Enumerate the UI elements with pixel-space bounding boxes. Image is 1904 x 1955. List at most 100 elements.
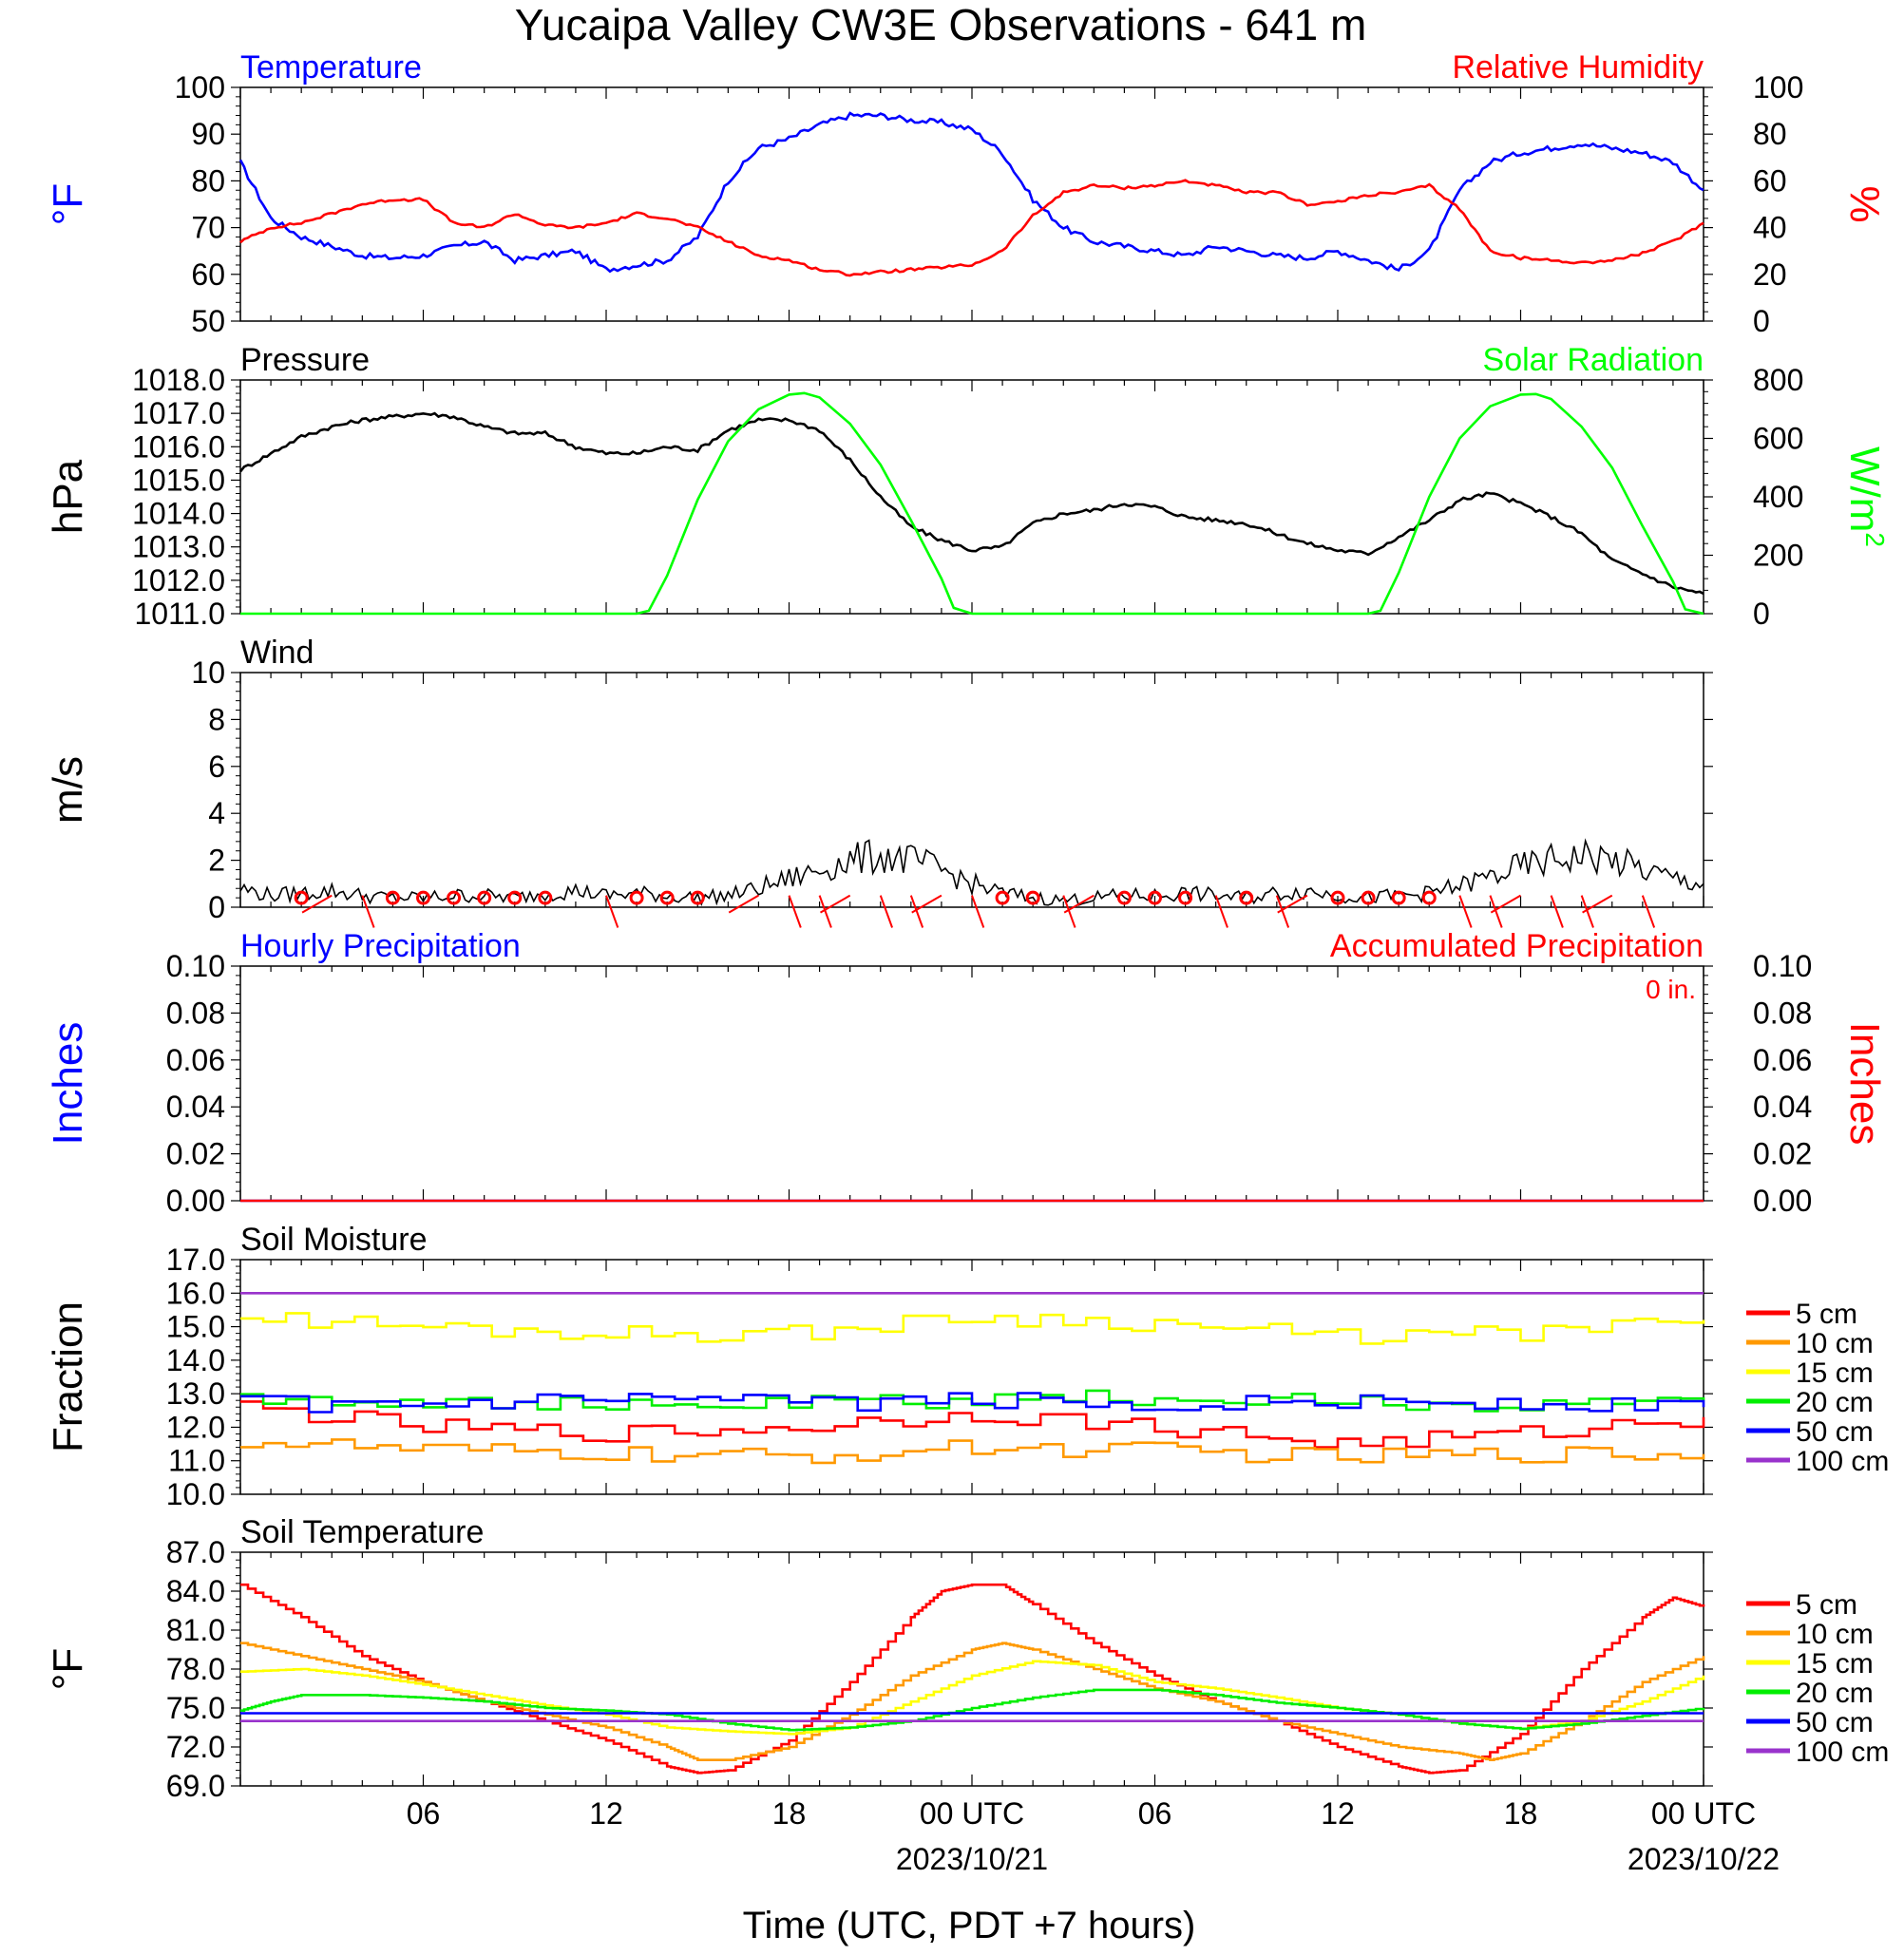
- x-tick-label: 12: [1321, 1796, 1355, 1831]
- panel-title-left: Hourly Precipitation: [240, 928, 521, 964]
- series-line-relative-humidity: [239, 179, 1704, 277]
- series-line-15-cm: [240, 1660, 1705, 1736]
- y2-tick-label: 200: [1753, 539, 1803, 573]
- y2-tick-label: 600: [1753, 422, 1803, 456]
- y-tick-label: 0.08: [166, 996, 225, 1030]
- calm-wind-marker: [1025, 890, 1040, 905]
- y2-tick-label: 400: [1753, 480, 1803, 514]
- wind-barb: [361, 895, 375, 928]
- plot-frame: [239, 86, 1704, 322]
- series-line-5-cm: [240, 1400, 1705, 1449]
- calm-wind-marker: [1421, 890, 1437, 905]
- x-tick-label: 18: [772, 1796, 807, 1831]
- y-tick-label: 10.0: [166, 1477, 225, 1511]
- y-tick-label: 0.04: [166, 1090, 225, 1124]
- series-line-solar-radiation: [240, 391, 1704, 616]
- y-tick-label: 90: [191, 117, 225, 151]
- y-tick-label: 6: [208, 750, 225, 784]
- calm-wind-marker: [995, 890, 1010, 905]
- y-tick-label: 4: [208, 796, 225, 830]
- y2-tick-label: 0.10: [1753, 949, 1812, 983]
- panel-5: 10.011.012.013.014.015.016.017.0 Soil Moi…: [45, 1222, 1889, 1511]
- y-tick-label: 1013.0: [132, 530, 225, 564]
- legend-label: 20 cm: [1796, 1678, 1874, 1709]
- calm-wind-marker: [385, 890, 400, 905]
- y-axis-label: m/s: [45, 756, 91, 824]
- y2-tick-label: 800: [1753, 363, 1803, 397]
- series-line-20-cm: [240, 1688, 1705, 1732]
- panel-1: 50 60 70 80 90 100 0 20 40 60 80 100 Temperature Rela…: [45, 49, 1888, 338]
- legend-label: 100 cm: [1796, 1446, 1889, 1477]
- y-tick-label: 1011.0: [135, 597, 226, 631]
- y2-tick-label: 0: [1753, 597, 1770, 631]
- calm-wind-marker: [629, 890, 644, 905]
- wind-barb: [1641, 895, 1656, 928]
- wind-barb: [1214, 895, 1228, 928]
- y2-tick-label: 0.08: [1753, 996, 1812, 1030]
- plot-frame: [239, 672, 1704, 908]
- x-tick-label: 00 UTC: [920, 1796, 1024, 1831]
- panel-2: 1011.01012.01013.01014.01015.01016.01017…: [45, 342, 1890, 631]
- y-tick-label: 0.00: [166, 1184, 225, 1218]
- panel-title-right: Relative Humidity: [1452, 49, 1704, 85]
- wind-barb: [971, 895, 985, 928]
- plot-frame: [239, 1259, 1704, 1495]
- legend-label: 5 cm: [1796, 1299, 1857, 1330]
- x-tick-label: 00 UTC: [1651, 1796, 1756, 1831]
- x-tick-label: 06: [407, 1796, 441, 1831]
- calm-wind-marker: [1116, 890, 1132, 905]
- wind-barb: [1490, 894, 1522, 914]
- y-tick-label: 70: [191, 211, 225, 245]
- series-line-50-cm: [240, 1392, 1705, 1414]
- legend-label: 10 cm: [1796, 1328, 1874, 1359]
- panel-title-left: Pressure: [240, 342, 370, 378]
- y-tick-label: 1015.0: [132, 463, 225, 497]
- legend-label: 10 cm: [1796, 1619, 1874, 1650]
- y-tick-label: 60: [191, 257, 225, 292]
- y2-tick-label: 20: [1753, 257, 1787, 292]
- wind-barb: [1063, 894, 1095, 914]
- y-tick-label: 78.0: [166, 1652, 225, 1686]
- plot-frame: [239, 1551, 1704, 1787]
- y-tick-label: 50: [191, 304, 225, 338]
- wind-barb: [728, 894, 759, 914]
- legend-label: 5 cm: [1796, 1589, 1857, 1621]
- y-tick-label: 17.0: [166, 1243, 225, 1277]
- legend-label: 50 cm: [1796, 1707, 1874, 1738]
- wind-barb: [1277, 894, 1308, 914]
- y2-tick-label: 40: [1753, 211, 1787, 245]
- y-tick-label: 69.0: [166, 1769, 225, 1803]
- x-tick-label: 06: [1138, 1796, 1172, 1831]
- x-tick-label: 12: [589, 1796, 623, 1831]
- wind-barb: [879, 895, 894, 928]
- plot-frame: [239, 965, 1704, 1202]
- y-tick-label: 15.0: [166, 1310, 225, 1344]
- panel-title-left: Soil Temperature: [240, 1514, 484, 1550]
- y-tick-label: 13.0: [166, 1376, 225, 1411]
- y2-tick-label: 60: [1753, 163, 1787, 198]
- panel-6: 69.0 72.0 75.0 78.0 81.0 84.0 87.0 Soil Tempera…: [45, 1514, 1889, 1803]
- y-tick-label: 1018.0: [132, 363, 225, 397]
- y-tick-label: 75.0: [166, 1691, 225, 1725]
- y-tick-label: 1012.0: [132, 563, 225, 598]
- y2-tick-label: 100: [1753, 70, 1803, 104]
- y-tick-label: 81.0: [166, 1613, 225, 1647]
- y-tick-label: 0.10: [166, 949, 225, 983]
- y2-axis-label: %: [1841, 185, 1888, 222]
- wind-barb: [1489, 895, 1503, 928]
- series-line-15-cm: [240, 1312, 1705, 1345]
- legend-label: 15 cm: [1796, 1357, 1874, 1389]
- calm-wind-marker: [507, 890, 523, 905]
- y2-tick-label: 0.06: [1753, 1043, 1812, 1077]
- wind-barb: [301, 894, 333, 914]
- series-line-10-cm: [240, 1438, 1705, 1465]
- wind-barb: [818, 895, 832, 928]
- legend-label: 20 cm: [1796, 1387, 1874, 1418]
- calm-wind-marker: [1178, 890, 1193, 905]
- y-tick-label: 1017.0: [132, 396, 225, 430]
- y-axis-label: °F: [45, 1648, 91, 1690]
- panel-title-right: Solar Radiation: [1483, 342, 1704, 378]
- calm-wind-marker: [538, 890, 553, 905]
- y2-axis-label: Inches: [1841, 1022, 1888, 1146]
- y2-tick-label: 0.02: [1753, 1137, 1812, 1171]
